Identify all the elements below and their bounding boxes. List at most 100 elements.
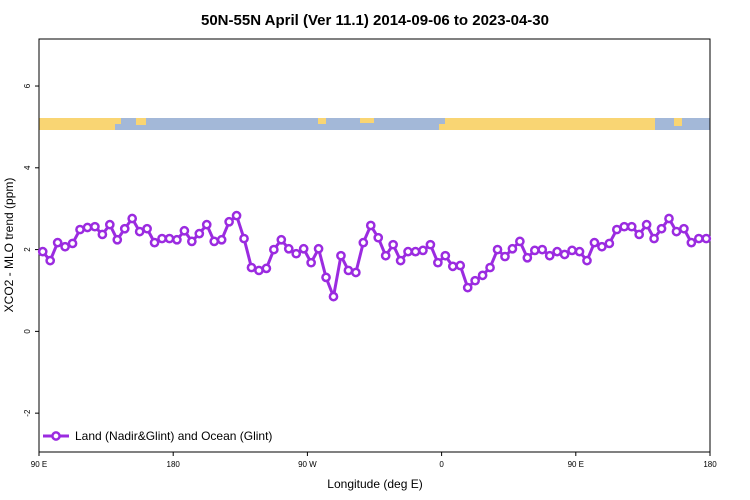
y-tick-label: 0 <box>23 329 32 334</box>
point <box>447 261 458 272</box>
point <box>500 251 510 262</box>
point <box>157 233 167 244</box>
point <box>380 250 391 261</box>
point <box>269 244 279 255</box>
y-axis-label: XCO2 - MLO trend (ppm) <box>2 178 16 313</box>
point <box>574 246 585 257</box>
point <box>522 252 533 263</box>
point <box>283 243 294 254</box>
point <box>626 221 637 232</box>
point <box>567 245 577 256</box>
point <box>433 257 443 268</box>
point <box>388 239 398 250</box>
y-tick-label: 2 <box>23 247 32 252</box>
point <box>119 223 130 234</box>
point <box>425 239 436 250</box>
point <box>328 291 339 302</box>
point <box>403 246 413 257</box>
point <box>142 223 152 234</box>
point <box>45 255 56 266</box>
point <box>410 246 421 257</box>
point <box>231 210 242 221</box>
land-ocean-strip <box>39 118 710 130</box>
point <box>395 255 406 266</box>
chart-title: 50N-55N April (Ver 11.1) 2014-09-06 to 2… <box>201 12 549 29</box>
y-tick-label: 6 <box>23 83 32 88</box>
point <box>298 243 309 254</box>
point <box>537 244 548 255</box>
point <box>134 226 145 237</box>
legend-label: Land (Nadir&Glint) and Ocean (Glint) <box>75 429 272 443</box>
point <box>67 238 78 249</box>
point <box>470 275 480 286</box>
point <box>529 245 540 256</box>
point <box>544 250 555 261</box>
point <box>224 216 234 227</box>
point <box>276 234 287 245</box>
point <box>693 233 704 244</box>
point <box>597 241 607 252</box>
point <box>611 224 622 235</box>
point <box>477 270 488 281</box>
point <box>440 250 451 261</box>
point <box>418 245 428 256</box>
point <box>686 237 697 248</box>
point <box>104 219 115 230</box>
point <box>336 250 346 261</box>
point <box>90 221 100 232</box>
point <box>321 272 331 283</box>
point <box>82 222 93 233</box>
point <box>261 263 272 274</box>
point <box>507 243 518 254</box>
point <box>559 249 570 260</box>
point <box>492 244 503 255</box>
point <box>485 262 495 273</box>
point <box>112 234 123 245</box>
plot-frame <box>38 38 711 453</box>
point <box>664 213 674 224</box>
point <box>656 223 667 234</box>
point <box>254 265 264 276</box>
point <box>351 267 361 278</box>
point <box>358 237 369 248</box>
point <box>671 226 682 237</box>
point <box>679 223 689 234</box>
point <box>246 262 257 273</box>
point <box>589 237 600 248</box>
point <box>52 237 63 248</box>
x-axis-label: Longitude (deg E) <box>327 477 422 491</box>
point <box>149 237 160 248</box>
point <box>343 265 354 276</box>
point <box>172 234 182 245</box>
point <box>641 219 652 230</box>
point <box>649 233 659 244</box>
point <box>313 243 324 254</box>
y-tick-label: 4 <box>23 165 32 170</box>
point <box>515 236 525 247</box>
x-tick-label: 90 E <box>31 460 47 469</box>
legend-marker <box>51 431 61 441</box>
point <box>604 238 615 249</box>
point <box>239 233 249 244</box>
point <box>201 219 212 230</box>
point <box>75 224 85 235</box>
x-tick-label: 180 <box>703 460 717 469</box>
x-tick-label: 90 E <box>568 460 584 469</box>
point <box>365 220 376 231</box>
point <box>701 233 712 244</box>
point <box>60 241 70 252</box>
point <box>455 260 466 271</box>
x-tick-label: 90 W <box>298 460 317 469</box>
point <box>634 229 645 240</box>
point <box>37 246 48 257</box>
point <box>552 246 563 257</box>
point <box>179 225 190 236</box>
point <box>582 255 592 266</box>
point <box>186 236 197 247</box>
y-tick-label: -2 <box>23 409 32 417</box>
point <box>216 234 227 245</box>
point <box>306 257 316 268</box>
point <box>164 233 175 244</box>
point <box>462 282 473 293</box>
